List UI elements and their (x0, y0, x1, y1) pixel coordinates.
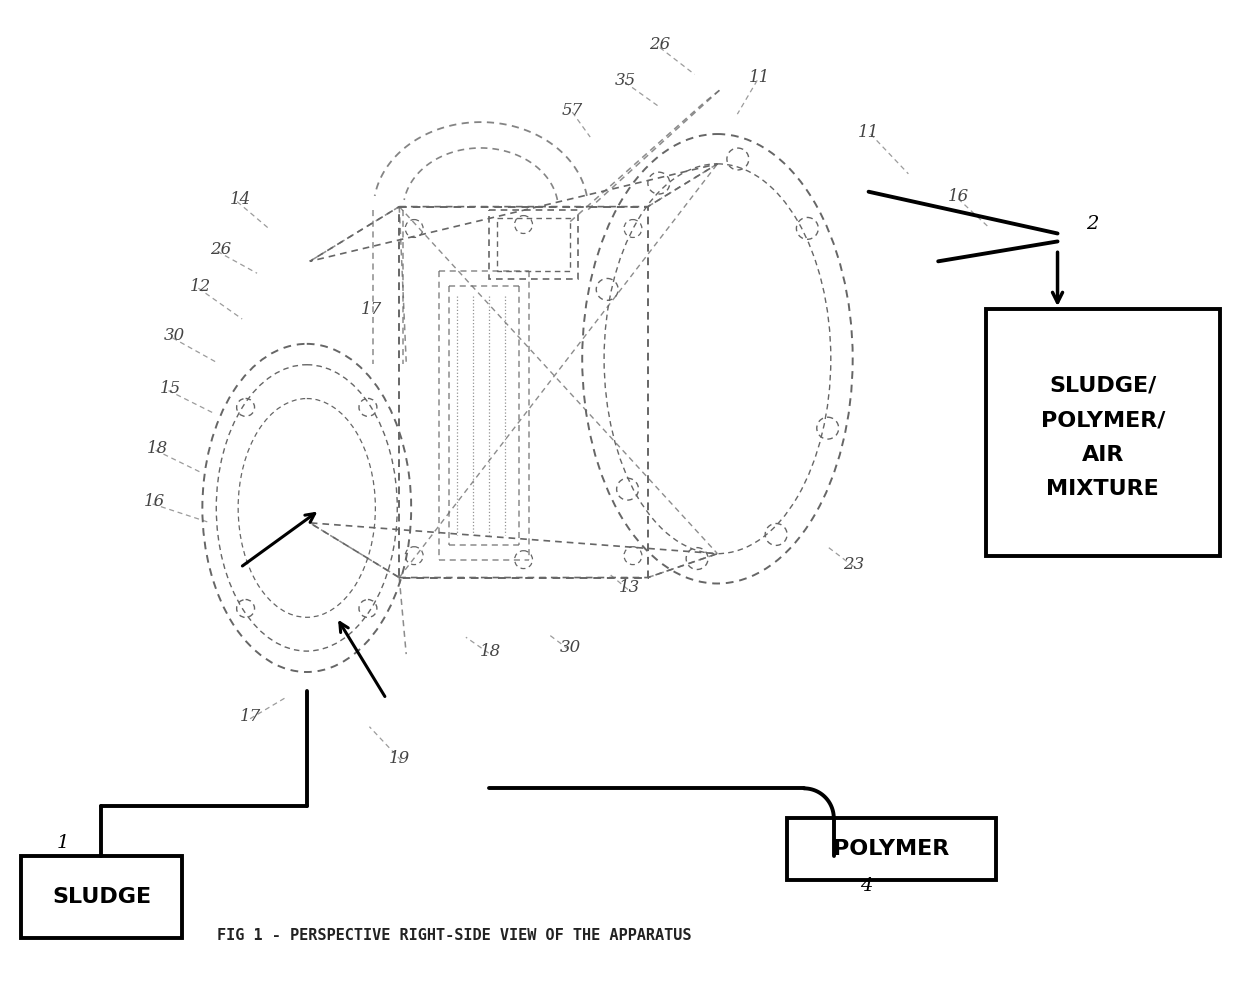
Text: 23: 23 (843, 556, 864, 573)
Text: 12: 12 (190, 277, 211, 294)
Text: 4: 4 (861, 877, 873, 895)
Text: 15: 15 (160, 381, 181, 397)
Text: 18: 18 (480, 642, 501, 660)
Text: 18: 18 (148, 440, 169, 457)
Text: 11: 11 (749, 68, 770, 86)
Text: 26: 26 (210, 241, 231, 258)
Text: FIG 1 - PERSPECTIVE RIGHT-SIDE VIEW OF THE APPARATUS: FIG 1 - PERSPECTIVE RIGHT-SIDE VIEW OF T… (217, 928, 692, 943)
Bar (21, 856, 182, 937)
Text: 35: 35 (614, 71, 636, 89)
Text: 30: 30 (559, 638, 580, 656)
Bar (787, 819, 996, 880)
Text: 11: 11 (858, 124, 879, 141)
Text: SLUDGE: SLUDGE (52, 887, 151, 907)
Text: 57: 57 (562, 102, 583, 119)
Text: 16: 16 (144, 494, 165, 510)
Text: 1: 1 (57, 834, 69, 852)
Text: POLYMER: POLYMER (833, 839, 950, 859)
Text: 16: 16 (947, 188, 968, 205)
Text: 26: 26 (650, 36, 671, 54)
Bar (986, 309, 1220, 556)
Text: 14: 14 (229, 191, 250, 208)
Text: 13: 13 (619, 579, 641, 596)
Text: 17: 17 (239, 709, 260, 725)
Text: 17: 17 (361, 300, 382, 317)
Bar (489, 210, 578, 279)
Bar (497, 218, 570, 272)
Text: SLUDGE/
POLYMER/
AIR
MIXTURE: SLUDGE/ POLYMER/ AIR MIXTURE (1040, 376, 1164, 498)
Text: 19: 19 (388, 750, 410, 767)
Text: 30: 30 (164, 327, 185, 345)
Text: 2: 2 (1086, 214, 1099, 233)
